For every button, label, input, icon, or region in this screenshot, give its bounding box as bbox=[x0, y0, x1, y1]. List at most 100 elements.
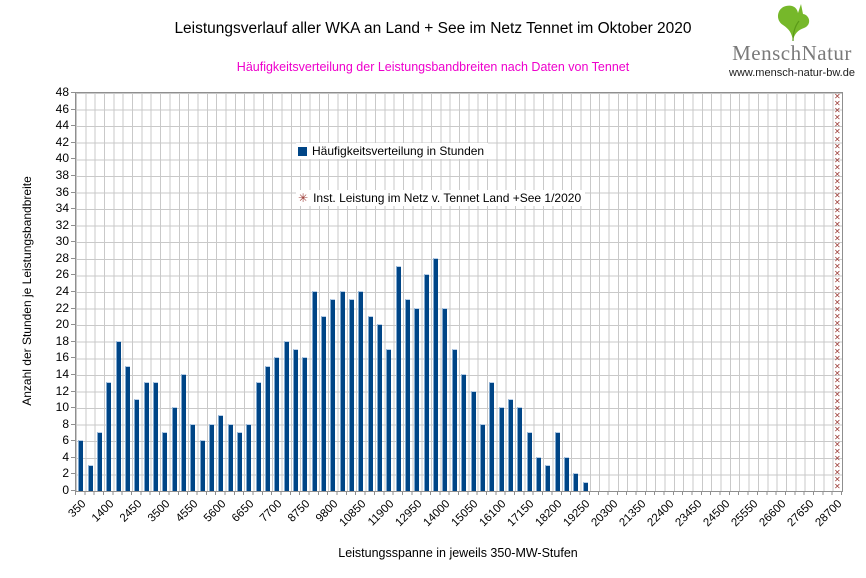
y-tick-mark bbox=[71, 324, 75, 326]
bar bbox=[134, 398, 140, 491]
legend-item-installed-capacity: ✳ Inst. Leistung im Netz v. Tennet Land … bbox=[296, 190, 586, 206]
bar bbox=[115, 340, 121, 491]
bar bbox=[311, 291, 317, 491]
bar bbox=[489, 382, 495, 491]
bar bbox=[405, 299, 411, 491]
ginkgo-leaf-icon bbox=[777, 4, 810, 42]
y-tick-label: 40 bbox=[55, 151, 69, 166]
bar bbox=[208, 423, 214, 491]
bar bbox=[526, 431, 532, 491]
bar bbox=[442, 307, 448, 491]
y-tick-mark bbox=[71, 407, 75, 409]
y-tick-label: 26 bbox=[55, 267, 69, 282]
bar bbox=[227, 423, 233, 491]
bar bbox=[190, 423, 196, 491]
bar bbox=[535, 456, 541, 491]
bar bbox=[479, 423, 485, 491]
y-tick-mark bbox=[71, 357, 75, 359]
y-tick-mark bbox=[71, 174, 75, 176]
bar bbox=[293, 349, 299, 491]
legend-x-marker-icon: ✳ bbox=[298, 191, 309, 205]
y-tick-mark bbox=[71, 440, 75, 442]
y-tick-label: 14 bbox=[55, 366, 69, 381]
y-tick-mark bbox=[71, 490, 75, 491]
installed-capacity-marker-column: ✕ ✕ ✕ ✕ ✕ ✕ ✕ ✕ ✕ ✕ ✕ ✕ ✕ ✕ ✕ ✕ ✕ ✕ ✕ ✕ … bbox=[833, 93, 841, 491]
bar bbox=[218, 415, 224, 491]
legend-label: Inst. Leistung im Netz v. Tennet Land +S… bbox=[313, 191, 582, 205]
chart-subtitle: Häufigkeitsverteilung der Leistungsbandb… bbox=[236, 60, 630, 74]
bar bbox=[414, 307, 420, 491]
y-tick-label: 20 bbox=[55, 317, 69, 332]
y-tick-label: 16 bbox=[55, 350, 69, 365]
y-tick-mark bbox=[71, 141, 75, 143]
bar bbox=[302, 357, 308, 491]
y-tick-label: 28 bbox=[55, 250, 69, 265]
logo: MenschNatur www.mensch-natur-bw.de bbox=[724, 2, 860, 79]
bar bbox=[377, 324, 383, 491]
bar bbox=[358, 291, 364, 491]
bar bbox=[274, 357, 280, 491]
bar bbox=[78, 440, 84, 491]
bar bbox=[433, 257, 439, 491]
y-tick-mark bbox=[71, 208, 75, 210]
bar bbox=[367, 315, 373, 491]
y-tick-label: 12 bbox=[55, 383, 69, 398]
y-tick-label: 4 bbox=[62, 449, 69, 464]
bar bbox=[321, 315, 327, 491]
y-tick-mark bbox=[71, 456, 75, 458]
y-tick-label: 46 bbox=[55, 101, 69, 116]
bar bbox=[180, 373, 186, 491]
y-tick-label: 0 bbox=[62, 483, 69, 497]
bar bbox=[517, 407, 523, 491]
chart-title: Leistungsverlauf aller WKA an Land + See… bbox=[174, 20, 692, 37]
bar bbox=[171, 407, 177, 491]
bar bbox=[87, 465, 93, 491]
y-tick-mark bbox=[71, 373, 75, 375]
y-tick-mark bbox=[71, 257, 75, 259]
y-tick-label: 42 bbox=[55, 134, 69, 149]
y-tick-mark bbox=[71, 291, 75, 292]
bar bbox=[507, 398, 513, 491]
bar bbox=[255, 382, 261, 491]
bar bbox=[554, 431, 560, 491]
y-tick-mark bbox=[71, 340, 75, 342]
plot-area: Häufigkeitsverteilung in Stunden ✳ Inst.… bbox=[75, 92, 843, 492]
y-tick-mark bbox=[71, 423, 75, 425]
legend-label: Häufigkeitsverteilung in Stunden bbox=[312, 144, 485, 158]
bar bbox=[545, 465, 551, 491]
logo-url-text: www.mensch-natur-bw.de bbox=[729, 67, 855, 79]
y-tick-label: 36 bbox=[55, 184, 69, 199]
bar bbox=[386, 349, 392, 491]
y-tick-label: 10 bbox=[55, 400, 69, 415]
bar bbox=[349, 299, 355, 491]
x-axis-minor-ticks bbox=[75, 491, 842, 495]
y-tick-label: 48 bbox=[55, 85, 69, 99]
y-tick-mark bbox=[71, 390, 75, 392]
bar bbox=[152, 382, 158, 491]
bar bbox=[498, 407, 504, 491]
bar bbox=[461, 373, 467, 491]
bar bbox=[199, 440, 205, 491]
bar bbox=[451, 349, 457, 491]
y-tick-mark bbox=[71, 92, 75, 93]
bar bbox=[582, 481, 588, 491]
y-tick-mark bbox=[71, 307, 75, 309]
bar bbox=[283, 340, 289, 491]
x-axis-title: Leistungsspanne in jeweils 350-MW-Stufen bbox=[338, 546, 578, 560]
logo-brand-text: MenschNatur bbox=[732, 41, 852, 65]
y-tick-mark bbox=[71, 241, 75, 243]
bar bbox=[236, 431, 242, 491]
y-tick-label: 22 bbox=[55, 300, 69, 315]
bar bbox=[573, 473, 579, 491]
y-tick-mark bbox=[71, 473, 75, 475]
legend-square-marker-icon bbox=[298, 146, 307, 156]
y-tick-label: 32 bbox=[55, 217, 69, 232]
bar bbox=[143, 382, 149, 491]
y-tick-mark bbox=[71, 191, 75, 193]
y-tick-label: 30 bbox=[55, 234, 69, 249]
bar bbox=[106, 382, 112, 491]
y-tick-label: 34 bbox=[55, 201, 69, 216]
legend-item-frequency: Häufigkeitsverteilung in Stunden bbox=[296, 143, 489, 159]
y-tick-mark bbox=[71, 125, 75, 127]
